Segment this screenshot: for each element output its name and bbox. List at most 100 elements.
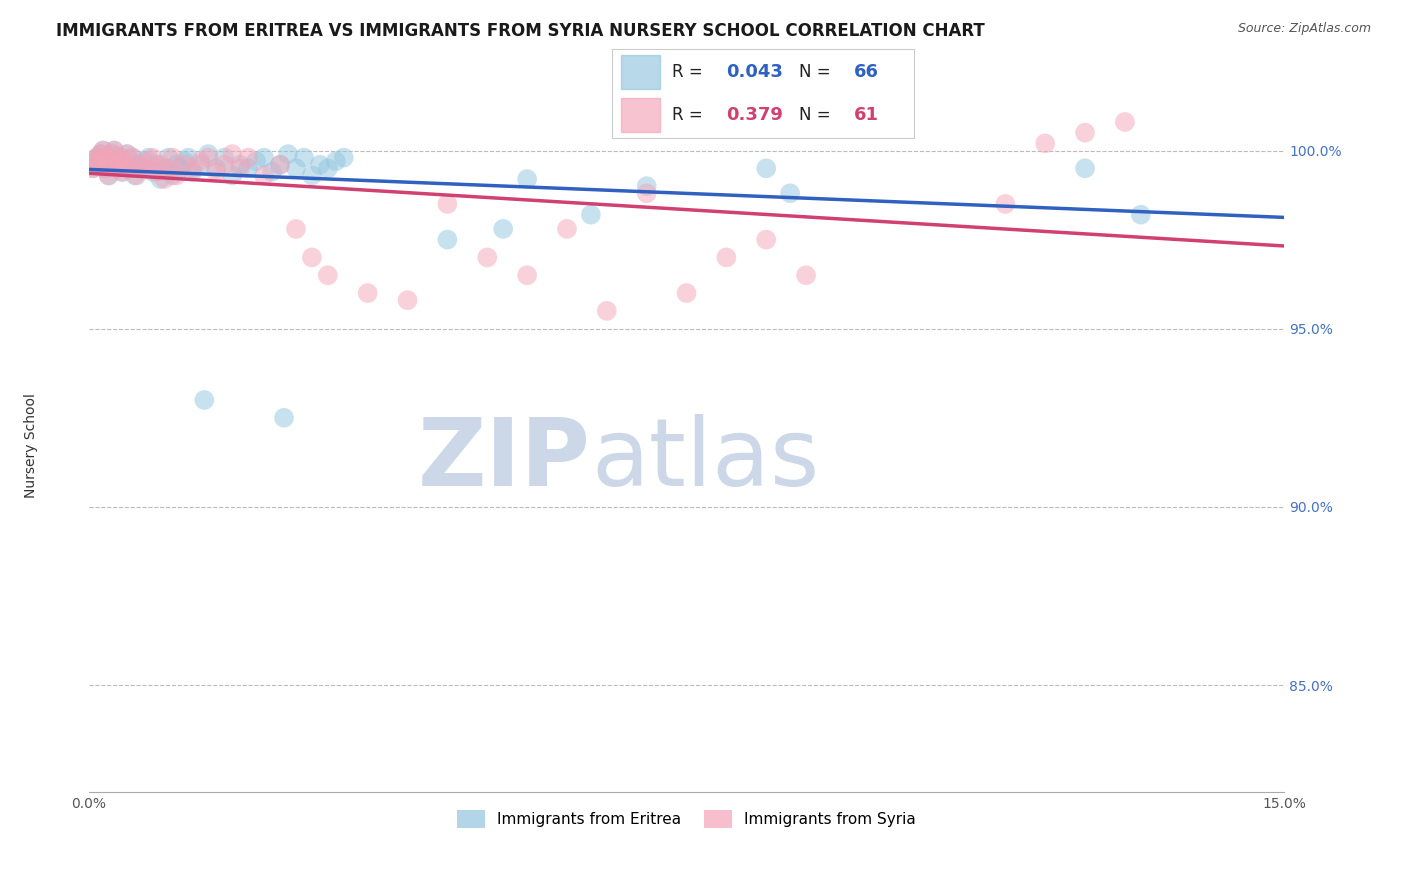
Point xyxy=(236,151,259,165)
Point xyxy=(253,151,276,165)
Point xyxy=(260,165,283,179)
Point xyxy=(716,251,738,265)
Point xyxy=(636,186,658,201)
Point xyxy=(316,268,339,283)
Point xyxy=(105,161,128,176)
Point xyxy=(269,158,291,172)
Text: atlas: atlas xyxy=(591,414,820,507)
Point xyxy=(173,158,195,172)
Point xyxy=(145,165,167,179)
Point xyxy=(96,151,118,165)
Point xyxy=(1033,136,1056,151)
Point xyxy=(188,154,211,169)
Point xyxy=(165,169,187,183)
Point xyxy=(325,154,347,169)
Text: N =: N = xyxy=(799,63,837,81)
Point xyxy=(111,165,134,179)
Point xyxy=(125,158,148,172)
Point xyxy=(221,147,243,161)
Point xyxy=(114,158,136,172)
Point xyxy=(994,197,1017,211)
Point xyxy=(82,161,104,176)
Point xyxy=(91,144,114,158)
Text: 61: 61 xyxy=(853,106,879,124)
Point xyxy=(111,165,134,179)
Text: 66: 66 xyxy=(853,63,879,81)
Point xyxy=(90,147,112,161)
Point xyxy=(115,147,138,161)
Point xyxy=(229,161,252,176)
Bar xyxy=(620,98,659,132)
Point xyxy=(285,161,308,176)
Point xyxy=(162,151,184,165)
Point xyxy=(86,151,108,165)
Point xyxy=(110,151,132,165)
Point xyxy=(396,293,419,308)
Point xyxy=(97,169,120,183)
Point xyxy=(97,169,120,183)
Point xyxy=(87,158,110,172)
Bar xyxy=(620,55,659,89)
Point xyxy=(149,158,172,172)
Point xyxy=(205,165,228,179)
Point xyxy=(779,186,801,201)
Point xyxy=(357,286,380,301)
Point xyxy=(193,392,215,407)
Text: 0.043: 0.043 xyxy=(727,63,783,81)
Point xyxy=(90,147,112,161)
Point xyxy=(236,161,259,176)
Point xyxy=(141,151,163,165)
Text: Source: ZipAtlas.com: Source: ZipAtlas.com xyxy=(1237,22,1371,36)
Point xyxy=(100,158,122,172)
Point xyxy=(157,151,180,165)
Point xyxy=(177,151,200,165)
Point xyxy=(169,161,191,176)
Point xyxy=(121,151,143,165)
Point xyxy=(555,222,578,236)
Point xyxy=(93,161,115,176)
Point xyxy=(1074,126,1097,140)
Point xyxy=(301,169,323,183)
Point xyxy=(277,147,299,161)
Point xyxy=(794,268,817,283)
Point xyxy=(316,161,339,176)
Point xyxy=(173,154,195,169)
Point xyxy=(138,154,160,169)
Point xyxy=(82,161,104,176)
Point xyxy=(181,165,204,179)
Point xyxy=(1114,115,1136,129)
Point xyxy=(108,154,131,169)
Point xyxy=(301,251,323,265)
Point xyxy=(212,158,235,172)
Legend: Immigrants from Eritrea, Immigrants from Syria: Immigrants from Eritrea, Immigrants from… xyxy=(451,804,922,834)
Point xyxy=(197,147,219,161)
Point xyxy=(188,158,211,172)
Point xyxy=(101,147,124,161)
Point xyxy=(516,268,538,283)
Point xyxy=(141,165,163,179)
Point xyxy=(269,158,291,172)
Point xyxy=(121,151,143,165)
Point xyxy=(134,161,156,176)
Point xyxy=(1074,161,1097,176)
Point xyxy=(86,151,108,165)
Point xyxy=(129,161,152,176)
Point xyxy=(477,251,499,265)
Point xyxy=(117,161,139,176)
Point xyxy=(253,169,276,183)
Point xyxy=(212,151,235,165)
Point xyxy=(197,151,219,165)
Point xyxy=(165,158,187,172)
Point xyxy=(273,410,295,425)
Point xyxy=(436,233,458,247)
Point xyxy=(162,169,184,183)
Text: N =: N = xyxy=(799,106,837,124)
Point xyxy=(436,197,458,211)
Point xyxy=(101,147,124,161)
Point xyxy=(229,158,252,172)
Point xyxy=(138,151,160,165)
Point xyxy=(492,222,515,236)
Point xyxy=(149,172,172,186)
Point xyxy=(221,169,243,183)
Point xyxy=(91,144,114,158)
